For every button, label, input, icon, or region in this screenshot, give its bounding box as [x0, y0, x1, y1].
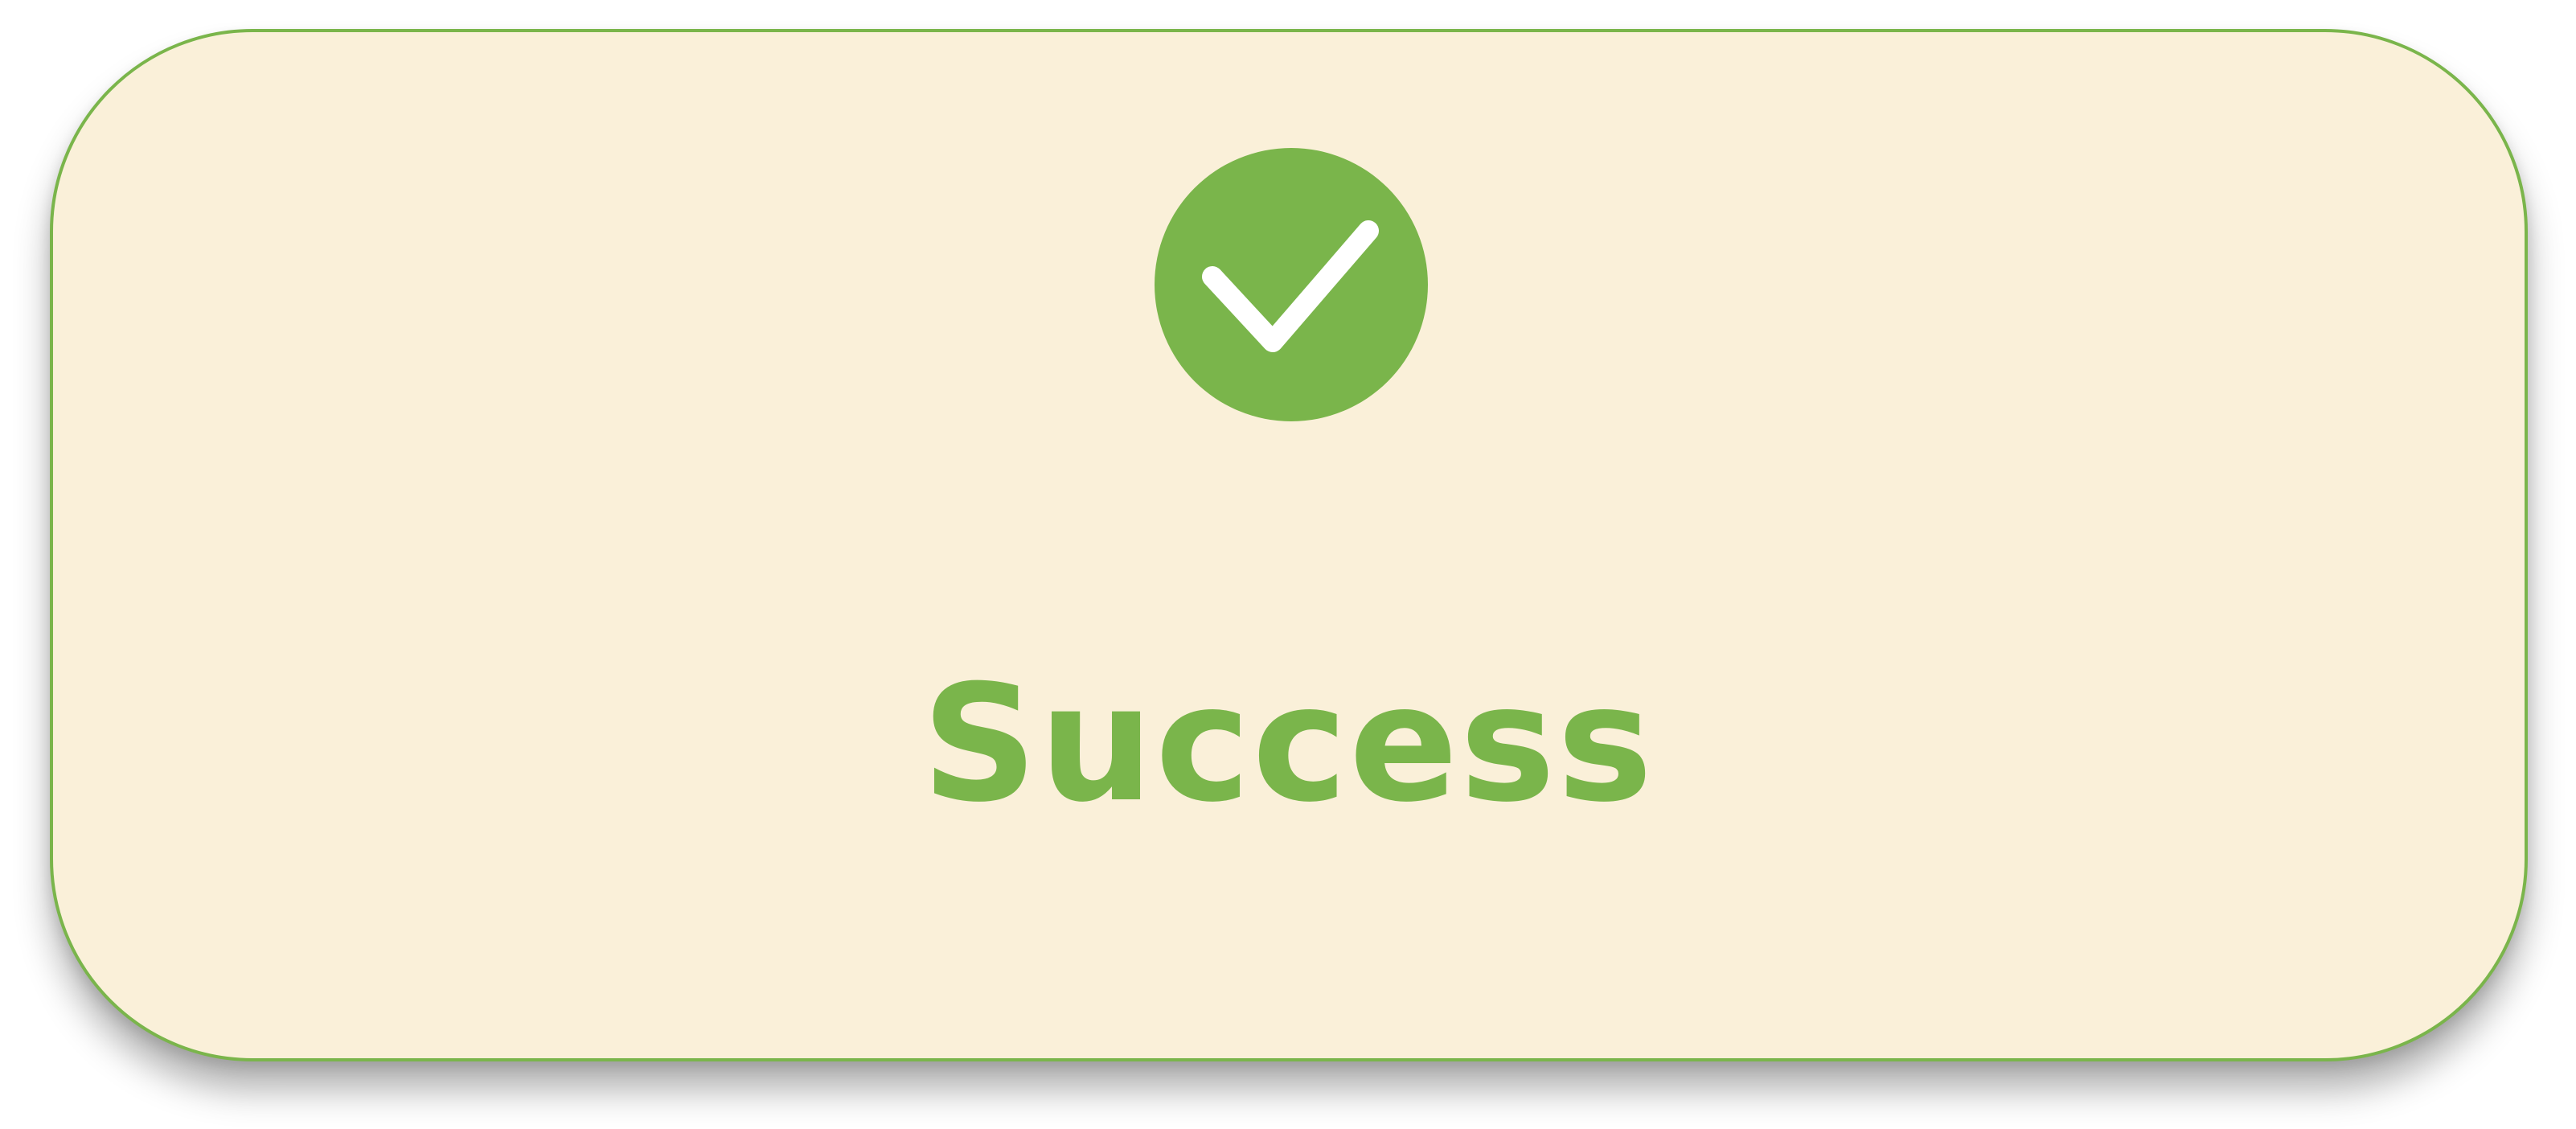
- success-label: Success: [921, 651, 1655, 838]
- check-circle-icon: [1155, 148, 1428, 421]
